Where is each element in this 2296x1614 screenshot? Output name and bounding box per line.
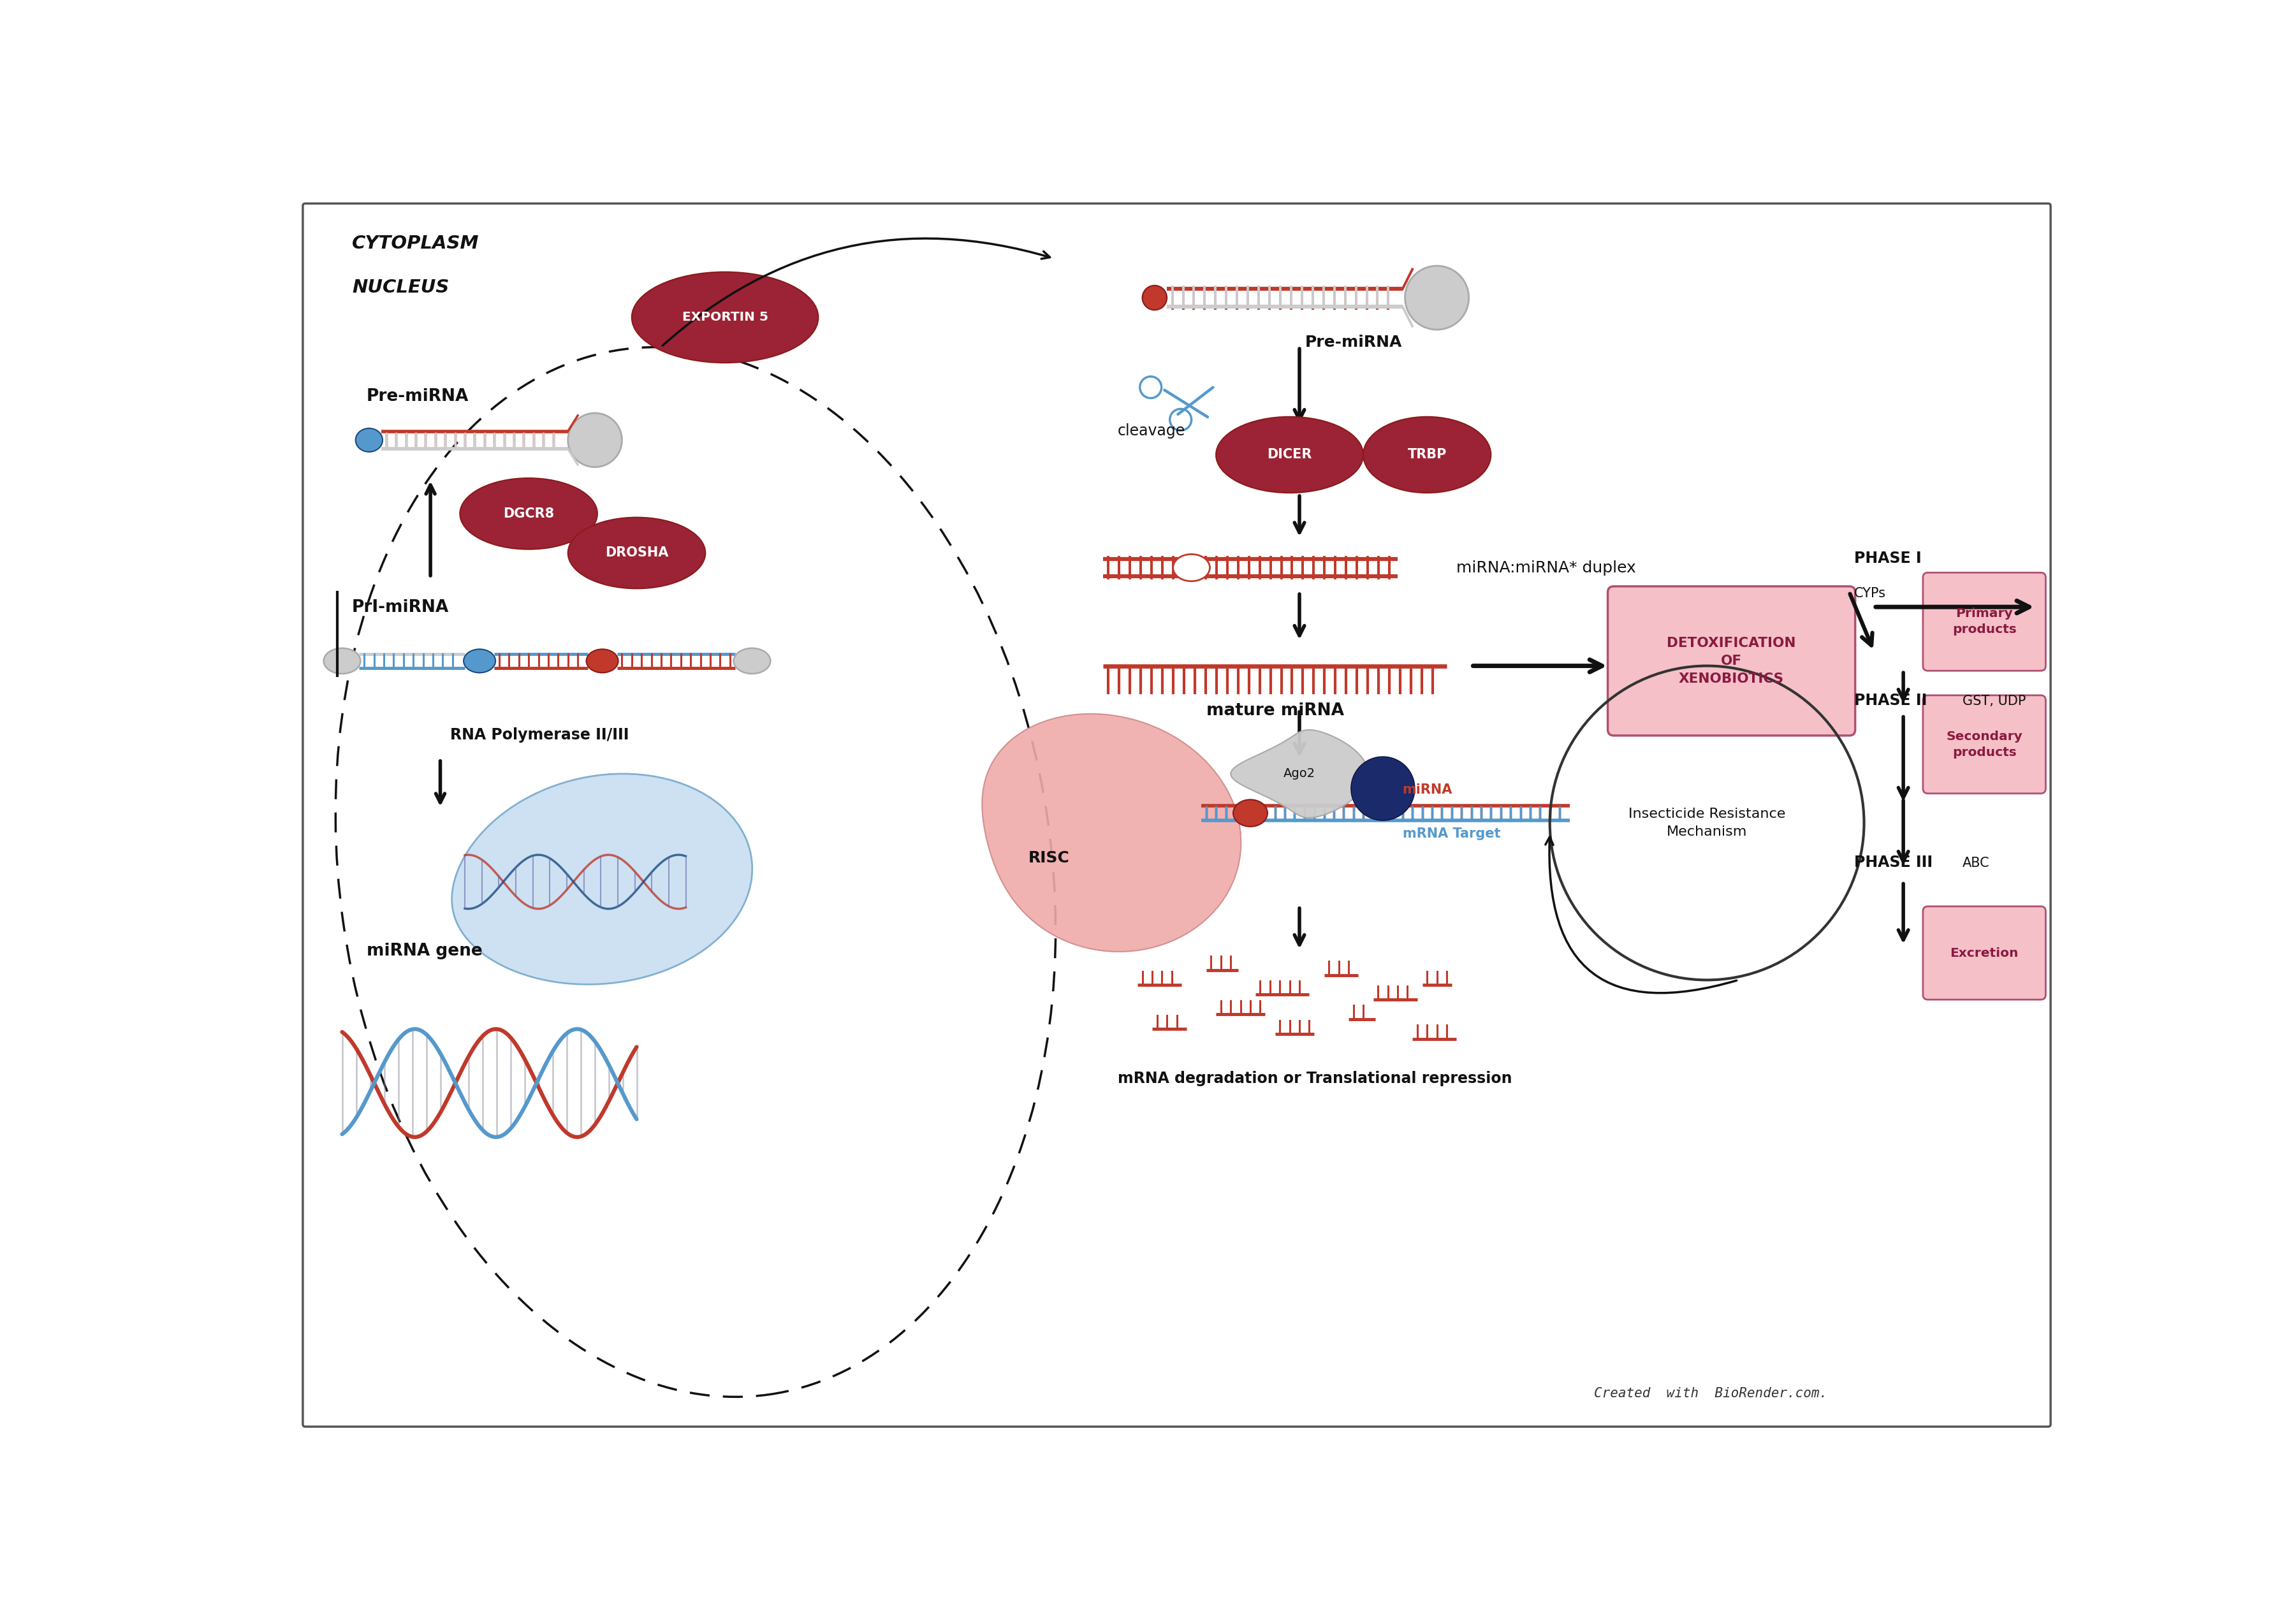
Ellipse shape [567,518,705,589]
Text: DROSHA: DROSHA [604,547,668,560]
FancyBboxPatch shape [1924,573,2046,671]
Ellipse shape [459,478,597,549]
Polygon shape [983,713,1240,952]
Text: miRNA gene: miRNA gene [367,943,482,959]
Ellipse shape [585,649,618,673]
Circle shape [1350,757,1414,820]
Text: DGCR8: DGCR8 [503,507,553,520]
Text: Pre-miRNA: Pre-miRNA [1304,334,1403,350]
Ellipse shape [1173,554,1210,581]
FancyArrowPatch shape [1545,838,1736,993]
Text: miRNA:miRNA* duplex: miRNA:miRNA* duplex [1456,560,1637,575]
Text: ABC: ABC [1963,857,1988,870]
Ellipse shape [1233,799,1267,826]
Circle shape [1405,266,1469,329]
FancyArrowPatch shape [664,239,1049,345]
Text: Pre-miRNA: Pre-miRNA [367,387,468,405]
Ellipse shape [1143,286,1166,310]
Text: GST, UDP: GST, UDP [1963,696,2025,707]
Text: PHASE II: PHASE II [1855,692,1926,709]
Ellipse shape [1217,416,1364,492]
Text: RISC: RISC [1029,851,1070,865]
Circle shape [567,413,622,466]
Text: Created  with  BioRender.com.: Created with BioRender.com. [1593,1386,1828,1399]
Text: Primary
products: Primary products [1952,607,2016,636]
Text: miRNA: miRNA [1403,783,1453,796]
Text: RNA Polymerase II/III: RNA Polymerase II/III [450,728,629,742]
Text: mRNA degradation or Translational repression: mRNA degradation or Translational repres… [1118,1072,1513,1086]
Text: Excretion: Excretion [1949,947,2018,959]
Text: NUCLEUS: NUCLEUS [351,279,450,297]
FancyBboxPatch shape [1924,907,2046,999]
Text: CYPs: CYPs [1855,587,1885,600]
Ellipse shape [356,428,383,452]
Text: TRBP: TRBP [1407,449,1446,462]
Ellipse shape [735,649,771,673]
Text: EXPORTIN 5: EXPORTIN 5 [682,312,769,323]
Text: Secondary
products: Secondary products [1947,731,2023,759]
Text: Insecticide Resistance
Mechanism: Insecticide Resistance Mechanism [1628,807,1786,838]
FancyBboxPatch shape [1607,586,1855,736]
Text: DICER: DICER [1267,449,1311,462]
Ellipse shape [324,649,360,673]
Polygon shape [452,773,753,985]
FancyBboxPatch shape [1924,696,2046,794]
Text: mature miRNA: mature miRNA [1205,702,1343,718]
Text: PHASE I: PHASE I [1855,550,1922,567]
Text: PHASE III: PHASE III [1855,855,1933,870]
Text: PrI-miRNA: PrI-miRNA [351,599,450,615]
Text: CYTOPLASM: CYTOPLASM [351,234,480,252]
Ellipse shape [464,649,496,673]
FancyBboxPatch shape [303,203,2050,1427]
Text: DETOXIFICATION
OF
XENOBIOTICS: DETOXIFICATION OF XENOBIOTICS [1667,638,1795,686]
Text: cleavage: cleavage [1118,423,1185,439]
Text: Ago2: Ago2 [1283,768,1316,780]
Ellipse shape [631,273,817,363]
Ellipse shape [1364,416,1490,492]
Text: mRNA Target: mRNA Target [1403,828,1499,841]
Polygon shape [1231,730,1368,818]
